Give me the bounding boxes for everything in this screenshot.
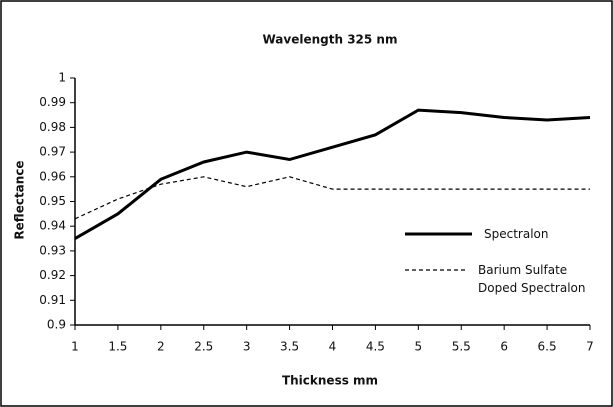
y-tick-label: 0.95 — [39, 194, 66, 208]
legend-label: Spectralon — [484, 227, 549, 241]
x-tick-label: 7 — [586, 340, 594, 354]
x-tick-label: 5 — [415, 340, 423, 354]
series-line — [74, 108, 591, 240]
y-tick-label: 0.96 — [39, 169, 66, 183]
y-tick-label: 0.99 — [39, 95, 66, 109]
series-line — [74, 176, 590, 220]
y-tick-label: 1 — [58, 71, 66, 85]
x-tick-label: 4 — [329, 340, 337, 354]
y-tick-label: 0.93 — [39, 243, 66, 257]
y-axis-label: Reflectance — [13, 160, 27, 239]
x-tick-label: 2 — [157, 340, 165, 354]
x-tick-label: 1 — [71, 340, 79, 354]
y-tick-label: 0.9 — [47, 318, 66, 332]
x-tick-label: 6 — [500, 340, 508, 354]
x-tick-label: 1.5 — [108, 340, 127, 354]
legend-label: Barium Sulfate Doped Spectralon — [478, 263, 586, 295]
y-tick-label: 0.92 — [39, 268, 66, 282]
x-tick-label: 4.5 — [366, 340, 385, 354]
x-tick-label: 5.5 — [452, 340, 471, 354]
y-tick-label: 0.91 — [39, 293, 66, 307]
x-tick-label: 3 — [243, 340, 251, 354]
chart-title: Wavelength 325 nm — [263, 33, 398, 47]
x-tick-label: 3.5 — [280, 340, 299, 354]
x-tick-label: 6.5 — [538, 340, 557, 354]
y-tick-label: 0.97 — [39, 145, 66, 159]
x-tick-label: 2.5 — [194, 340, 213, 354]
x-axis-label: Thickness mm — [282, 374, 378, 388]
y-tick-label: 0.94 — [39, 219, 66, 233]
y-tick-label: 0.98 — [39, 120, 66, 134]
